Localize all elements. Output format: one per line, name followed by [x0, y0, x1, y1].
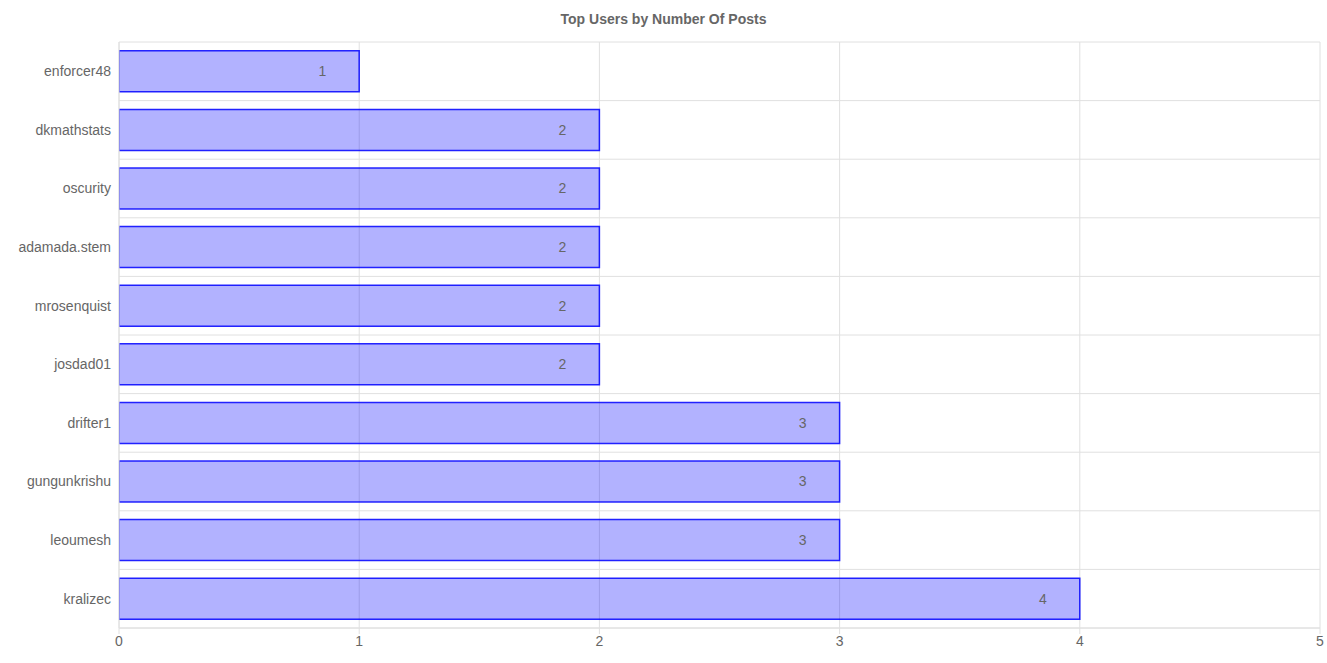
- svg-text:1: 1: [355, 633, 363, 649]
- svg-text:4: 4: [1076, 633, 1084, 649]
- svg-text:oscurity: oscurity: [63, 180, 111, 196]
- svg-text:gungunkrishu: gungunkrishu: [27, 473, 111, 489]
- svg-text:3: 3: [799, 532, 807, 548]
- svg-text:2: 2: [596, 633, 604, 649]
- svg-text:josdad01: josdad01: [53, 356, 111, 372]
- svg-text:drifter1: drifter1: [67, 415, 111, 431]
- svg-text:mrosenquist: mrosenquist: [35, 298, 111, 314]
- svg-text:leoumesh: leoumesh: [50, 532, 111, 548]
- svg-text:enforcer48: enforcer48: [44, 63, 111, 79]
- svg-text:adamada.stem: adamada.stem: [18, 239, 111, 255]
- svg-text:3: 3: [799, 415, 807, 431]
- svg-text:2: 2: [559, 239, 567, 255]
- svg-text:3: 3: [799, 473, 807, 489]
- html-text:Top Users by Number Of Posts: Top Users by Number Of Posts: [560, 11, 767, 27]
- svg-text:2: 2: [559, 356, 567, 372]
- svg-text:dkmathstats: dkmathstats: [36, 122, 111, 138]
- svg-text:2: 2: [559, 180, 567, 196]
- svg-text:kralizec: kralizec: [64, 591, 111, 607]
- svg-text:1: 1: [318, 63, 326, 79]
- svg-text:4: 4: [1039, 591, 1047, 607]
- svg-text:5: 5: [1316, 633, 1319, 649]
- svg-text:2: 2: [559, 298, 567, 314]
- svg-text:3: 3: [836, 633, 844, 649]
- svg-text:0: 0: [115, 633, 123, 649]
- svg-text:2: 2: [559, 122, 567, 138]
